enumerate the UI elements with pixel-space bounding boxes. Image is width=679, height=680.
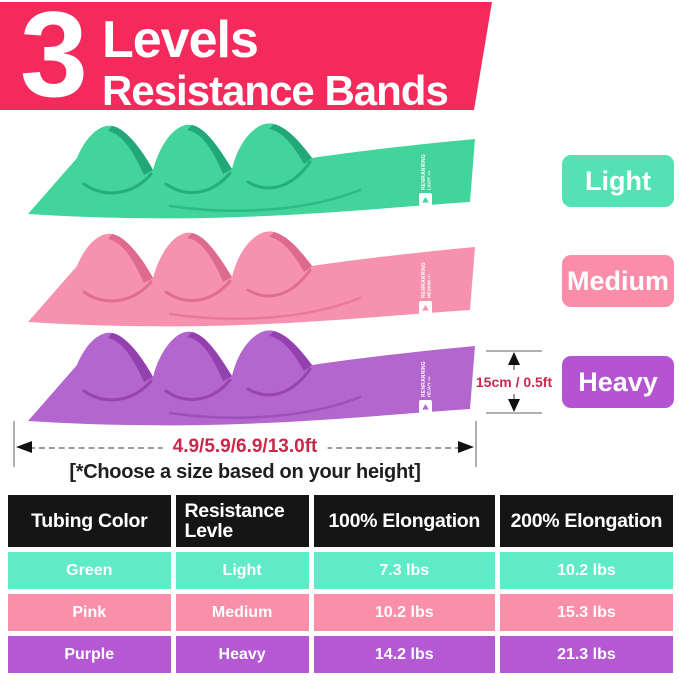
dimension-tick-top — [486, 350, 542, 352]
svg-text:RENRANRING: RENRANRING — [421, 262, 427, 298]
right-arrow-icon — [458, 441, 474, 453]
table-cell-color: Green — [8, 552, 171, 589]
left-arrow-icon — [16, 441, 32, 453]
col-header-tubing-color: Tubing Color — [8, 495, 171, 547]
size-note: [*Choose a size based on your height] — [69, 461, 421, 483]
band-illustration: RENRANRING LIGHT ▪▪▪ — [28, 123, 475, 219]
title-line-levels: Levels — [102, 11, 258, 69]
band-purple: RENRANRING HEAVY ▪▪▪ — [20, 325, 482, 437]
table-cell-e200: 15.3 lbs — [499, 594, 673, 631]
up-arrow-icon — [508, 352, 520, 365]
band-pink: RENRANRING MEDIUM ▪▪▪ — [20, 226, 482, 338]
table-cell-level: Light — [175, 552, 309, 589]
svg-text:MEDIUM ▪▪▪: MEDIUM ▪▪▪ — [427, 274, 432, 298]
band-illustration: RENRANRING MEDIUM ▪▪▪ — [28, 231, 475, 327]
badge-light: Light — [562, 155, 674, 207]
table-cell-e100: 10.2 lbs — [313, 594, 495, 631]
title-line-resistance-bands: Resistance Bands — [102, 67, 448, 114]
band-width-label: 15cm / 0.5ft — [472, 373, 556, 391]
col-header-resistance-level: Resistance Levle — [175, 495, 309, 547]
svg-text:RENRANRING: RENRANRING — [421, 361, 427, 397]
table-cell-level: Medium — [175, 594, 309, 631]
band-width-dimension: 15cm / 0.5ft — [472, 350, 556, 414]
table-cell-e100: 14.2 lbs — [313, 636, 495, 673]
table-cell-color: Pink — [8, 594, 171, 631]
band-length-label: 4.9/5.9/6.9/13.0ft — [162, 436, 328, 458]
down-arrow-icon — [508, 399, 520, 412]
svg-text:LIGHT ▪▪▪: LIGHT ▪▪▪ — [427, 170, 432, 190]
band-illustration: RENRANRING HEAVY ▪▪▪ — [28, 330, 475, 426]
table-cell-color: Purple — [8, 636, 171, 673]
col-header-100-elongation: 100% Elongation — [313, 495, 495, 547]
dimension-tick-bottom — [486, 412, 542, 414]
band-green: RENRANRING LIGHT ▪▪▪ — [20, 118, 482, 230]
header-title: Levels Resistance Bands — [102, 14, 448, 112]
table-cell-e200: 21.3 lbs — [499, 636, 673, 673]
dimension-tick-right — [475, 421, 477, 467]
table-cell-level: Heavy — [175, 636, 309, 673]
band-length-dimension: 4.9/5.9/6.9/13.0ft — [13, 421, 477, 467]
svg-text:HEAVY ▪▪▪: HEAVY ▪▪▪ — [427, 376, 432, 397]
badge-heavy: Heavy — [562, 356, 674, 408]
dimension-tick-left — [13, 421, 15, 467]
badge-medium: Medium — [562, 255, 674, 307]
spec-table: Tubing Color Resistance Levle 100% Elong… — [8, 495, 673, 673]
col-header-200-elongation: 200% Elongation — [499, 495, 673, 547]
big-number: 3 — [20, 0, 88, 122]
header-banner: 3 Levels Resistance Bands — [0, 2, 492, 110]
table-cell-e100: 7.3 lbs — [313, 552, 495, 589]
svg-text:RENRANRING: RENRANRING — [421, 154, 427, 190]
table-cell-e200: 10.2 lbs — [499, 552, 673, 589]
